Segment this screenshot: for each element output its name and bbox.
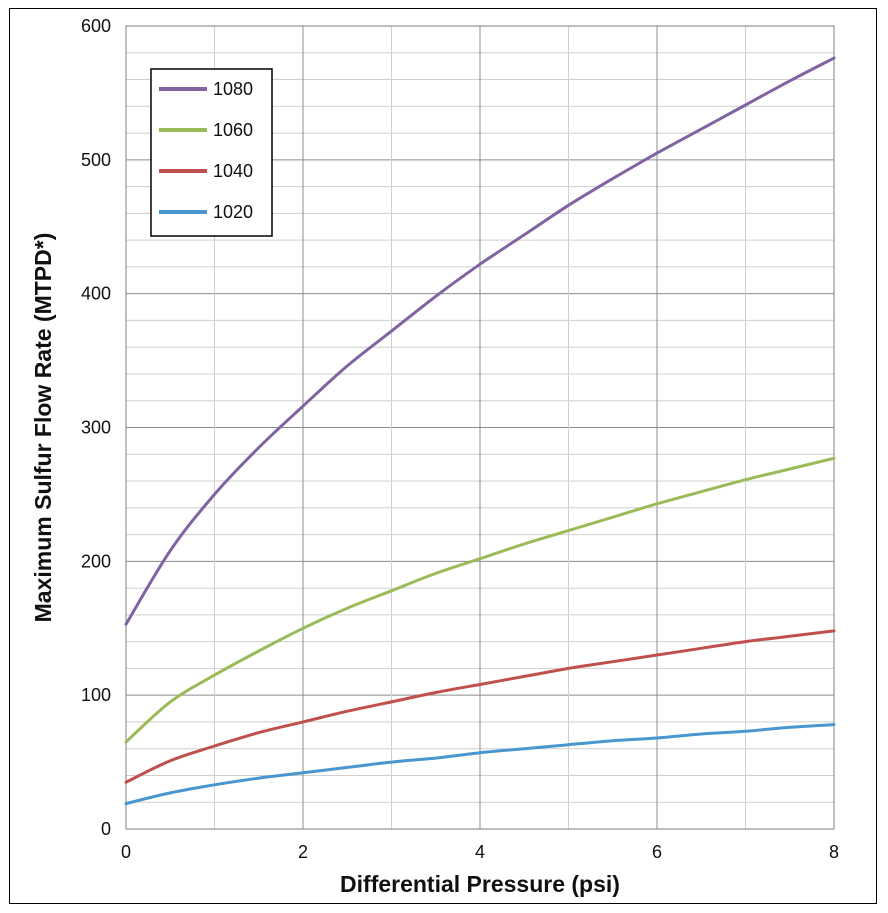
y-tick-label: 100 bbox=[81, 685, 111, 705]
legend-label-1020: 1020 bbox=[213, 202, 253, 222]
y-axis-ticks: 0 100 200 300 400 500 600 bbox=[81, 16, 111, 839]
y-tick-label: 300 bbox=[81, 418, 111, 438]
x-tick-label: 6 bbox=[652, 842, 662, 862]
legend-label-1080: 1080 bbox=[213, 79, 253, 99]
x-axis-title: Differential Pressure (psi) bbox=[340, 871, 620, 897]
y-tick-label: 500 bbox=[81, 150, 111, 170]
series-line-1040 bbox=[124, 629, 836, 784]
y-tick-label: 600 bbox=[81, 16, 111, 36]
series-line-1020 bbox=[124, 723, 836, 806]
legend-label-1040: 1040 bbox=[213, 161, 253, 181]
x-tick-label: 2 bbox=[298, 842, 308, 862]
y-tick-label: 0 bbox=[101, 819, 111, 839]
plot-area bbox=[125, 25, 835, 830]
y-tick-label: 400 bbox=[81, 284, 111, 304]
series-line-1060 bbox=[124, 456, 836, 744]
x-tick-label: 0 bbox=[121, 842, 131, 862]
y-axis-title: Maximum Sulfur Flow Rate (MTPD*) bbox=[30, 233, 56, 623]
x-axis-ticks: 0 2 4 6 8 bbox=[121, 842, 839, 862]
series-line-1080 bbox=[124, 56, 836, 626]
legend-box bbox=[150, 68, 273, 237]
chart-frame bbox=[9, 8, 877, 904]
legend-label-1060: 1060 bbox=[213, 120, 253, 140]
y-tick-label: 200 bbox=[81, 551, 111, 571]
legend: 1080 1060 1040 1020 bbox=[150, 68, 273, 237]
series-lines bbox=[124, 56, 836, 806]
x-tick-label: 4 bbox=[475, 842, 485, 862]
x-tick-label: 8 bbox=[829, 842, 839, 862]
